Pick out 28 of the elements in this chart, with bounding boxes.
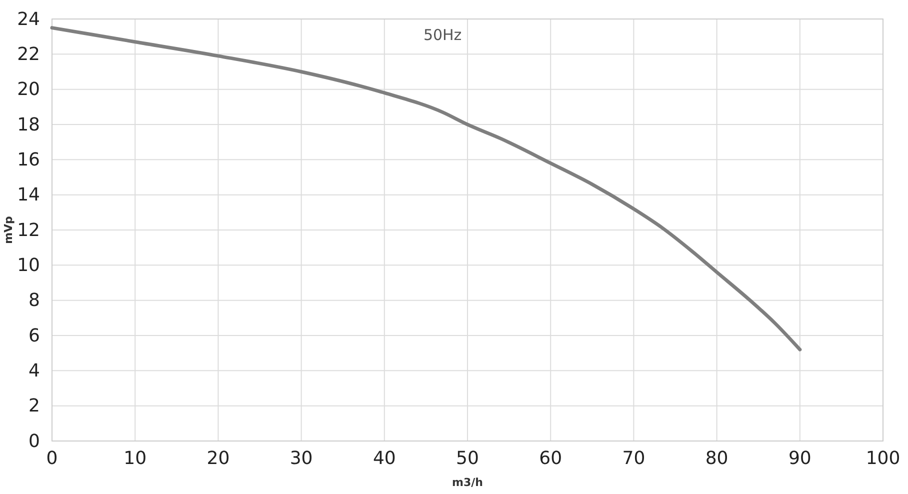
y-tick-label: 4 bbox=[28, 360, 40, 382]
x-tick-label: 80 bbox=[705, 448, 728, 469]
x-tick-label: 30 bbox=[290, 448, 313, 469]
x-tick-label: 0 bbox=[46, 448, 58, 469]
x-tick-label: 90 bbox=[788, 448, 812, 469]
y-tick-label: 10 bbox=[17, 254, 40, 276]
text: 50Hz bbox=[423, 26, 462, 44]
x-tick-label: 50 bbox=[456, 448, 479, 469]
x-tick-label: 70 bbox=[622, 448, 646, 469]
y-tick-label: 14 bbox=[17, 184, 40, 206]
y-tick-label: 12 bbox=[17, 220, 40, 241]
y-tick-label: 24 bbox=[17, 8, 40, 30]
y-tick-label: 0 bbox=[28, 430, 40, 452]
y-axis-title: mVp bbox=[2, 216, 15, 244]
x-tick-label: 60 bbox=[539, 448, 562, 469]
line-series bbox=[50, 26, 802, 352]
y-tick-label: 20 bbox=[17, 79, 40, 100]
y-tick-label: 22 bbox=[17, 44, 40, 65]
y-tick-label: 18 bbox=[17, 114, 40, 136]
y-tick-label: 6 bbox=[28, 325, 40, 346]
x-tick-label: 10 bbox=[124, 448, 147, 469]
x-axis-title: m3/h bbox=[452, 476, 483, 489]
y-tick-label: 16 bbox=[17, 149, 40, 170]
x-tick-label: 20 bbox=[206, 448, 230, 469]
y-tick-label: 2 bbox=[28, 396, 40, 417]
x-tick-label: 100 bbox=[866, 448, 900, 469]
y-tick-label: 8 bbox=[28, 290, 40, 312]
x-tick-label: 40 bbox=[372, 448, 396, 469]
